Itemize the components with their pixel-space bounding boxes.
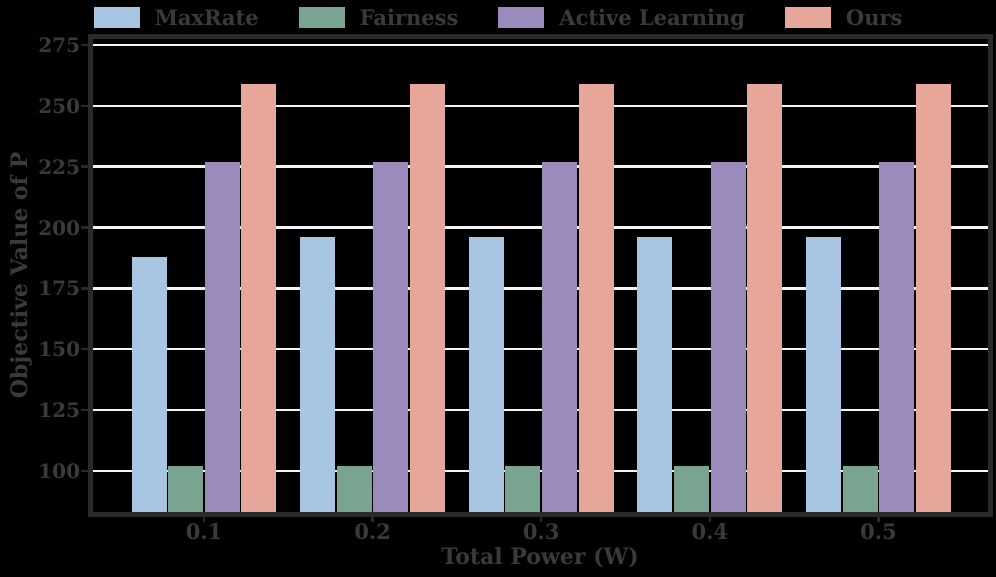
bar-active-learning-0.1 bbox=[204, 161, 240, 512]
gridline-225 bbox=[92, 165, 988, 168]
bar-maxrate-0.4 bbox=[637, 237, 673, 512]
bar-ours-0.1 bbox=[241, 84, 277, 512]
plot-area bbox=[87, 34, 993, 517]
legend-label-maxrate: MaxRate bbox=[154, 5, 259, 30]
bar-maxrate-0.1 bbox=[131, 256, 167, 512]
y-tick-mark-175 bbox=[80, 287, 88, 290]
bar-maxrate-0.3 bbox=[468, 237, 504, 512]
y-tick-label-225: 225 bbox=[38, 154, 80, 179]
x-tick-label-0.4: 0.4 bbox=[691, 519, 729, 544]
x-tick-mark-0.3 bbox=[539, 516, 543, 522]
x-tick-label-0.1: 0.1 bbox=[185, 519, 223, 544]
bar-maxrate-0.5 bbox=[806, 237, 841, 512]
bar-fairness-0.4 bbox=[674, 466, 709, 512]
legend-item-fairness: Fairness bbox=[298, 5, 459, 30]
y-tick-label-150: 150 bbox=[38, 337, 80, 362]
bar-active-learning-0.3 bbox=[542, 161, 577, 512]
x-tick-label-0.3: 0.3 bbox=[522, 519, 560, 544]
x-tick-label-0.2: 0.2 bbox=[354, 519, 391, 544]
y-tick-mark-275 bbox=[80, 43, 88, 47]
legend-swatch-active-learning bbox=[498, 7, 545, 28]
bar-fairness-0.3 bbox=[505, 466, 541, 512]
y-tick-label-275: 275 bbox=[38, 33, 80, 58]
legend-item-ours: Ours bbox=[784, 5, 903, 30]
legend-item-active-learning: Active Learning bbox=[498, 5, 745, 30]
bar-active-learning-0.4 bbox=[710, 161, 746, 512]
y-tick-label-175: 175 bbox=[38, 276, 80, 301]
y-tick-mark-250 bbox=[80, 104, 88, 108]
bar-active-learning-0.2 bbox=[373, 161, 409, 512]
legend-label-ours: Ours bbox=[845, 5, 903, 30]
y-tick-label-100: 100 bbox=[38, 458, 80, 483]
legend-swatch-maxrate bbox=[93, 7, 140, 28]
gridline-250 bbox=[92, 104, 988, 108]
y-tick-label-250: 250 bbox=[38, 93, 80, 118]
bar-fairness-0.1 bbox=[168, 466, 204, 512]
y-tick-label-200: 200 bbox=[38, 215, 80, 240]
legend-swatch-ours bbox=[784, 7, 831, 28]
bar-ours-0.3 bbox=[578, 84, 614, 512]
bar-maxrate-0.2 bbox=[300, 237, 336, 512]
y-tick-mark-225 bbox=[80, 165, 88, 168]
legend-label-active-learning: Active Learning bbox=[559, 5, 745, 30]
chart-legend: MaxRate Fairness Active Learning Ours bbox=[0, 5, 996, 30]
legend-label-fairness: Fairness bbox=[359, 5, 459, 30]
x-tick-mark-0.4 bbox=[708, 516, 712, 522]
gridline-125 bbox=[92, 408, 988, 412]
x-tick-mark-0.1 bbox=[202, 516, 206, 522]
x-tick-mark-0.2 bbox=[371, 516, 374, 522]
gridline-175 bbox=[92, 287, 988, 290]
y-tick-mark-200 bbox=[80, 226, 88, 229]
y-tick-mark-125 bbox=[80, 408, 88, 412]
bar-active-learning-0.5 bbox=[879, 161, 915, 512]
bars-layer bbox=[93, 39, 988, 512]
legend-swatch-fairness bbox=[298, 7, 345, 28]
bar-fairness-0.5 bbox=[842, 466, 878, 512]
y-tick-label-125: 125 bbox=[38, 398, 80, 423]
x-tick-mark-0.5 bbox=[877, 516, 880, 522]
y-tick-mark-100 bbox=[80, 469, 88, 473]
bar-fairness-0.2 bbox=[336, 466, 372, 512]
bar-ours-0.4 bbox=[747, 84, 783, 512]
x-tick-label-0.5: 0.5 bbox=[860, 519, 897, 544]
legend-item-maxrate: MaxRate bbox=[93, 5, 259, 30]
x-axis-label: Total Power (W) bbox=[441, 544, 639, 570]
gridline-275 bbox=[92, 43, 988, 47]
gridline-200 bbox=[92, 226, 988, 229]
bar-ours-0.2 bbox=[410, 84, 445, 512]
y-tick-mark-150 bbox=[80, 347, 88, 351]
bar-ours-0.5 bbox=[915, 84, 951, 512]
gridline-150 bbox=[92, 347, 988, 351]
